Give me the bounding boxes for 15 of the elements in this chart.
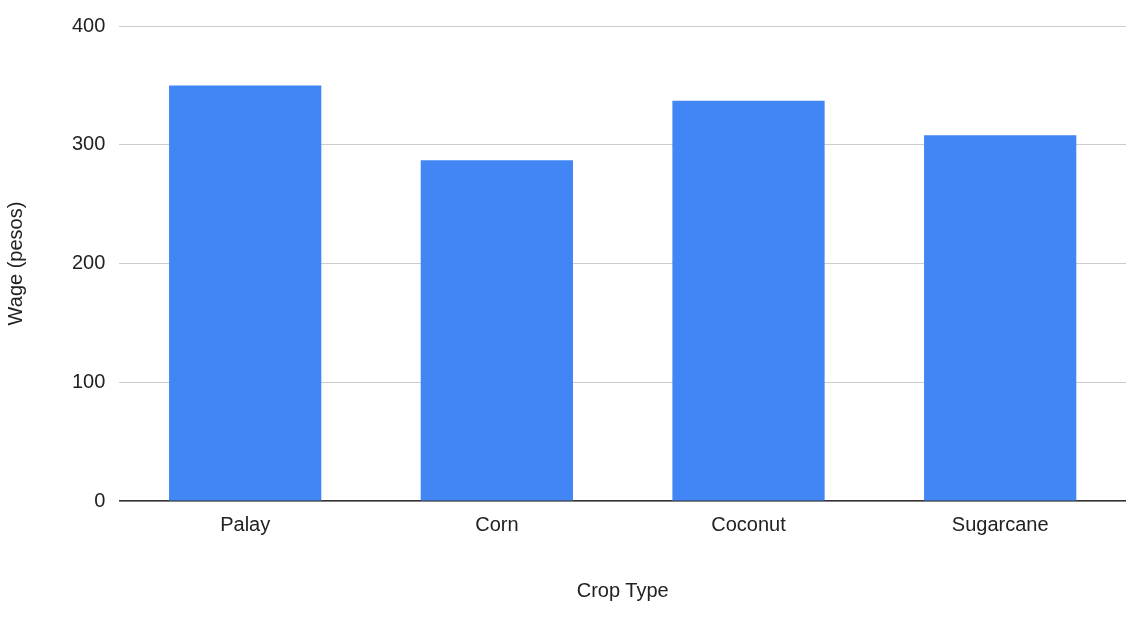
y-tick-label: 0 (94, 488, 106, 511)
x-tick-label: Palay (220, 512, 271, 535)
x-tick-label: Sugarcane (951, 512, 1049, 535)
y-tick-label: 400 (71, 13, 106, 36)
bar (924, 135, 1077, 501)
bar (420, 160, 573, 501)
y-tick-label: 200 (71, 251, 106, 274)
y-tick-label: 100 (71, 369, 106, 392)
x-axis-title: Crop Type (576, 578, 669, 601)
x-tick-label: Corn (475, 512, 519, 535)
y-axis-title: Wage (pesos) (3, 201, 26, 326)
bar (169, 85, 322, 501)
bar (672, 100, 825, 501)
x-tick-label: Coconut (711, 512, 787, 535)
y-tick-label: 300 (71, 132, 106, 155)
